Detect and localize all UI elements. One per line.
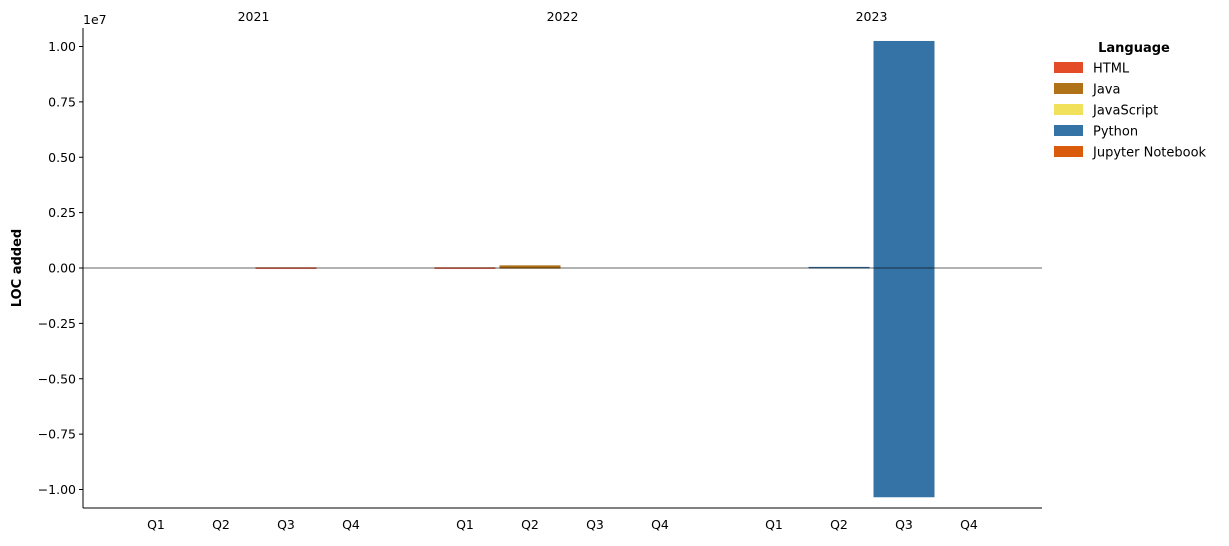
y-tick-label: 1.00: [48, 39, 76, 54]
bars-layer: [255, 40, 935, 498]
legend-swatch: [1054, 125, 1083, 136]
y-tick-label: −0.75: [38, 427, 76, 442]
x-tick-label: Q3: [277, 517, 295, 532]
year-label: 2023: [856, 9, 888, 24]
x-tick-label: Q4: [342, 517, 360, 532]
year-labels: 2021 2022 2023: [238, 9, 888, 24]
legend-swatch: [1054, 104, 1083, 115]
y-offset-text: 1e7: [83, 12, 107, 27]
y-tick-label: 0.25: [48, 205, 76, 220]
x-tick-label: Q2: [212, 517, 230, 532]
year-label: 2021: [238, 9, 270, 24]
y-ticks: −1.00 −0.75 −0.50 −0.25 0.00 0.25 0.50 0.75 1.00: [38, 39, 83, 497]
legend-label: Java: [1092, 83, 1120, 98]
legend-label: HTML: [1093, 62, 1130, 77]
year-label: 2022: [547, 9, 579, 24]
x-tick-label: Q1: [456, 517, 474, 532]
y-tick-label: 0.00: [48, 261, 76, 276]
x-tick-label: Q4: [960, 517, 978, 532]
x-tick-label: Q3: [586, 517, 604, 532]
x-tick-label: Q1: [765, 517, 783, 532]
y-tick-label: 0.75: [48, 94, 76, 109]
y-tick-label: −0.25: [38, 316, 76, 331]
legend-label: JavaScript: [1092, 104, 1158, 119]
legend-title: Language: [1098, 41, 1170, 56]
x-tick-label: Q4: [651, 517, 669, 532]
legend-label: Python: [1093, 125, 1138, 140]
y-tick-label: −0.50: [38, 371, 76, 386]
y-tick-label: 0.50: [48, 150, 76, 165]
y-tick-label: −1.00: [38, 482, 76, 497]
bar-python: [873, 40, 935, 498]
legend-swatch: [1054, 146, 1083, 157]
bar-java: [499, 265, 561, 269]
x-ticks: Q1 Q2 Q3 Q4 Q1 Q2 Q3 Q4 Q1 Q2 Q3 Q4: [147, 517, 978, 532]
legend-swatch: [1054, 62, 1083, 73]
y-axis-title: LOC added: [10, 229, 25, 307]
legend-swatch: [1054, 83, 1083, 94]
x-tick-label: Q2: [830, 517, 848, 532]
x-tick-label: Q1: [147, 517, 165, 532]
x-tick-label: Q3: [895, 517, 913, 532]
legend: Language HTML Java JavaScript Python Jupyter…: [1054, 41, 1207, 161]
legend-label: Jupyter Notebook: [1092, 146, 1207, 161]
x-tick-label: Q2: [521, 517, 539, 532]
